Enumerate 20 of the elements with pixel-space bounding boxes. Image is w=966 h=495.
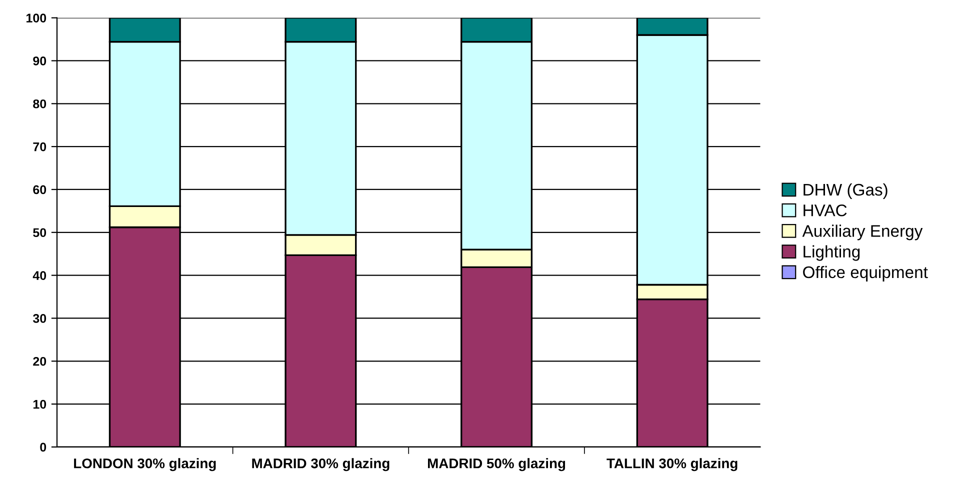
y-tick-label: 90 bbox=[33, 56, 46, 66]
y-tick-label: 50 bbox=[33, 228, 46, 238]
x-tick-label: TALLIN 30% glazing bbox=[606, 458, 738, 472]
y-tick-label: 10 bbox=[33, 400, 46, 409]
legend-label: HVAC bbox=[804, 204, 847, 216]
legend-label: Auxiliary Energy bbox=[802, 224, 923, 240]
y-tick-label: 100 bbox=[26, 14, 46, 22]
y-tick-label: 40 bbox=[32, 271, 46, 280]
legend-label: Office equipment bbox=[803, 266, 928, 282]
x-tick-label: MADRID 50% glazing bbox=[428, 458, 566, 472]
y-tick-label: 80 bbox=[33, 99, 46, 108]
y-tick-label: 30 bbox=[32, 314, 46, 323]
legend-label: Lighting bbox=[804, 245, 860, 261]
legend-label: DHW (Gas) bbox=[804, 183, 888, 199]
x-tick-label: LONDON 30% glazing bbox=[74, 458, 216, 472]
x-tick-label: MADRID 30% glazing bbox=[252, 458, 390, 472]
y-tick-label: 60 bbox=[33, 185, 46, 194]
y-tick-label: 70 bbox=[33, 142, 46, 152]
y-tick-label: 20 bbox=[33, 356, 46, 366]
y-tick-label: 0 bbox=[40, 442, 46, 452]
